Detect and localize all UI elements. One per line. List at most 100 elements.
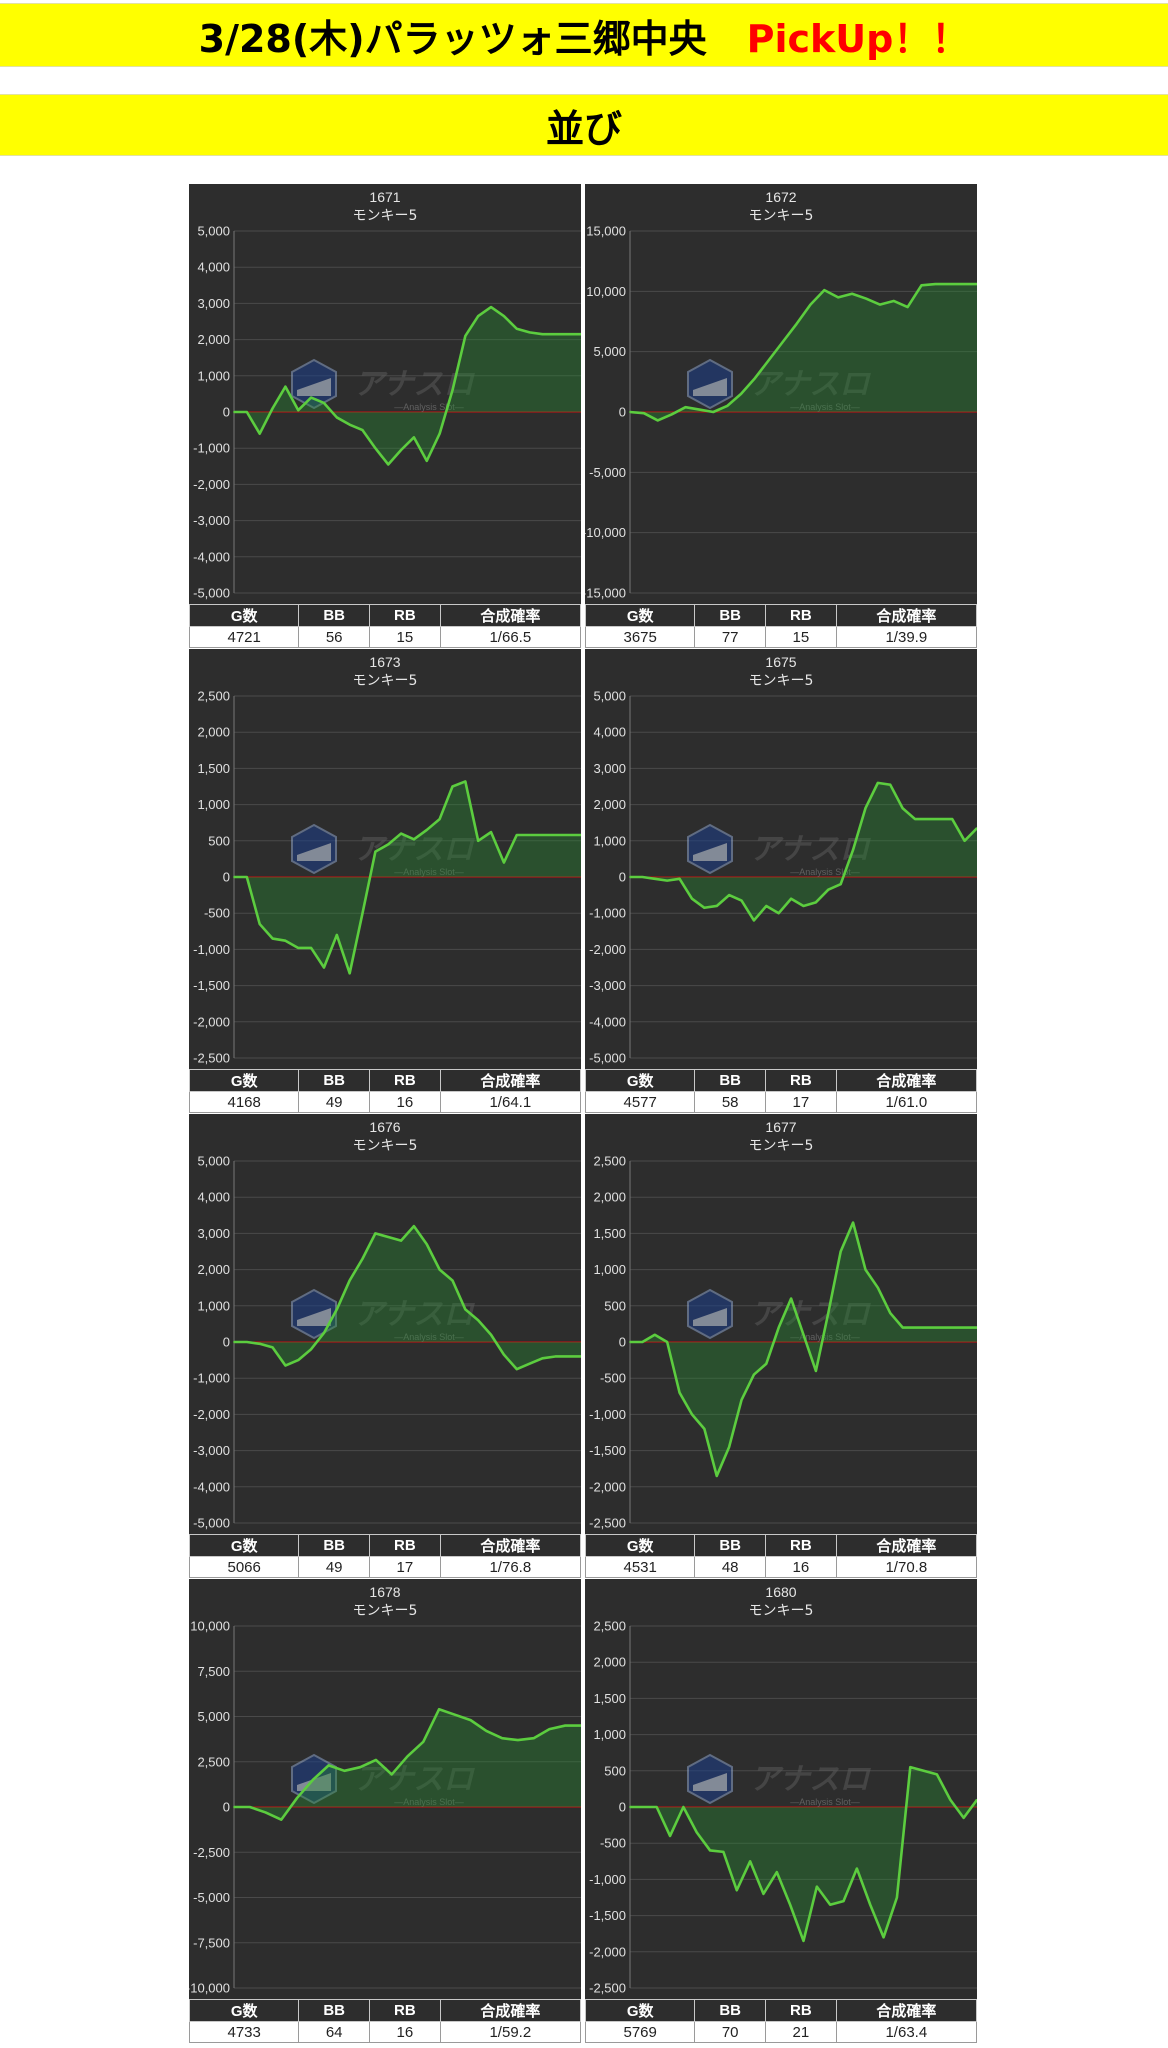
page-title: 3/28(木)パラッツォ三郷中央: [198, 16, 707, 61]
data-point: [438, 1708, 440, 1711]
chart-panel: 1671 モンキー5 5,000 4,000 3,000 2,000 1,000 0 -1,00…: [188, 184, 582, 648]
data-point: [517, 1739, 519, 1741]
chart-background: [585, 184, 977, 604]
y-tick-label: 1,500: [593, 1691, 626, 1706]
data-point: [502, 1353, 505, 1356]
y-tick-label: -4,000: [589, 1014, 626, 1029]
data-point: [580, 834, 581, 836]
y-tick-label: 0: [223, 1800, 230, 1815]
data-point: [938, 818, 941, 820]
y-tick-label: -1,000: [589, 906, 626, 921]
data-point: [669, 1835, 671, 1837]
data-point: [926, 1326, 929, 1329]
data-point: [264, 1811, 267, 1814]
watermark-tagline: —Analysis Slot—: [394, 867, 464, 877]
chart-1678: 1678 モンキー5 10,000 7,500 5,000 2,500 0 -2,500 -5,…: [189, 1579, 581, 1999]
data-point: [451, 785, 454, 788]
chart-title: 1671: [369, 189, 400, 205]
chart-subtitle: モンキー5: [353, 673, 418, 689]
stats-value-cell: 1/39.9: [835, 626, 978, 648]
stats-header-cell: RB: [369, 1999, 441, 2022]
stats-header-cell: 合成確率: [439, 1069, 582, 1092]
chart-1672: 1672 モンキー5 15,000 10,000 5,000 0 -5,000 -10,000…: [585, 184, 977, 604]
data-point: [855, 1867, 858, 1870]
stats-header-cell: BB: [694, 1999, 766, 2022]
data-point: [425, 1243, 428, 1246]
series-area: [234, 781, 581, 974]
y-tick-label: 2,500: [197, 689, 230, 704]
y-tick-label: -2,000: [193, 477, 230, 492]
data-point: [233, 411, 235, 413]
stats-header-cell: G数: [584, 1534, 696, 1557]
stats-value-row: 4577 58 17 1/61.0: [584, 1091, 978, 1113]
data-point: [501, 1737, 504, 1740]
y-tick-label: -2,500: [589, 1981, 626, 1996]
stats-value-cell: 17: [765, 1091, 837, 1113]
chart-title: 1676: [369, 1119, 400, 1135]
data-point: [425, 459, 428, 462]
y-tick-label: -5,000: [193, 586, 230, 601]
y-tick-label: 500: [604, 1763, 626, 1778]
stats-header-row: G数 BB RB 合成確率: [584, 1534, 978, 1557]
y-tick-label: -2,000: [589, 942, 626, 957]
data-point: [541, 1357, 544, 1360]
y-tick-label: -2,500: [193, 1051, 230, 1066]
data-point: [703, 1427, 706, 1430]
data-point: [962, 283, 965, 285]
data-point: [233, 1341, 235, 1343]
y-tick-label: 0: [223, 405, 230, 420]
stats-header-cell: G数: [188, 604, 300, 627]
stats-table: G数 BB RB 合成確率 4721 56 15 1/66.5: [188, 604, 582, 648]
y-tick-label: 2,500: [593, 1154, 626, 1169]
data-point: [453, 1713, 456, 1716]
y-tick-label: -1,000: [193, 441, 230, 456]
chart-subtitle: モンキー5: [353, 1603, 418, 1619]
y-tick-label: 3,000: [197, 296, 230, 311]
stats-table: G数 BB RB 合成確率 4168 49 16 1/64.1: [188, 1069, 582, 1113]
watermark-wedge: [693, 843, 727, 861]
y-tick-label: 4,000: [197, 260, 230, 275]
stats-header-row: G数 BB RB 合成確率: [188, 1069, 582, 1092]
stats-value-cell: 4168: [188, 1091, 300, 1113]
data-point: [502, 315, 505, 317]
stats-value-cell: 1/76.8: [439, 1556, 582, 1578]
data-point: [387, 463, 390, 466]
y-tick-label: 500: [604, 1298, 626, 1313]
stats-value-cell: 16: [765, 1556, 837, 1578]
y-tick-label: -1,500: [589, 1443, 626, 1458]
y-tick-label: -4,000: [193, 549, 230, 564]
data-point: [754, 377, 756, 380]
data-point: [413, 436, 415, 439]
stats-value-cell: 49: [298, 1556, 370, 1578]
data-point: [296, 1797, 298, 1799]
y-tick-label: 1,000: [197, 1298, 230, 1313]
stats-header-cell: 合成確率: [439, 1999, 582, 2022]
stats-header-cell: 合成確率: [835, 1534, 978, 1557]
y-tick-label: 0: [619, 405, 626, 420]
watermark-logo: アナスロ—Analysis Slot—: [291, 1288, 475, 1342]
y-tick-label: 1,500: [593, 1226, 626, 1241]
stats-table: G数 BB RB 合成確率 4733 64 16 1/59.2: [188, 1999, 582, 2043]
data-point: [323, 966, 325, 969]
series-line: [234, 305, 581, 466]
data-point: [258, 923, 261, 925]
stats-value-cell: 15: [369, 626, 441, 648]
data-point: [375, 1759, 377, 1761]
data-point: [837, 296, 840, 299]
chart-subtitle: モンキー5: [749, 1603, 814, 1619]
stats-value-cell: 15: [765, 626, 837, 648]
stats-header-cell: RB: [369, 1534, 441, 1557]
chart-panel: 1680 モンキー5 2,500 2,000 1,500 1,000 500 0 -500 -1,…: [584, 1579, 978, 2043]
data-point: [655, 1806, 658, 1808]
data-point: [765, 905, 768, 907]
data-point: [740, 899, 743, 902]
stats-table: G数 BB RB 合成確率 3675 77 15 1/39.9: [584, 604, 978, 648]
data-point: [735, 1889, 738, 1892]
stats-header-cell: 合成確率: [835, 604, 978, 627]
y-tick-label: 0: [223, 870, 230, 885]
y-tick-label: -1,000: [193, 1371, 230, 1386]
chart-1680: 1680 モンキー5 2,500 2,000 1,500 1,000 500 0 -500 -1,…: [585, 1579, 977, 1999]
watermark-tagline: —Analysis Slot—: [790, 1797, 860, 1807]
y-tick-label: 1,000: [593, 1262, 626, 1277]
data-point: [728, 1446, 731, 1448]
